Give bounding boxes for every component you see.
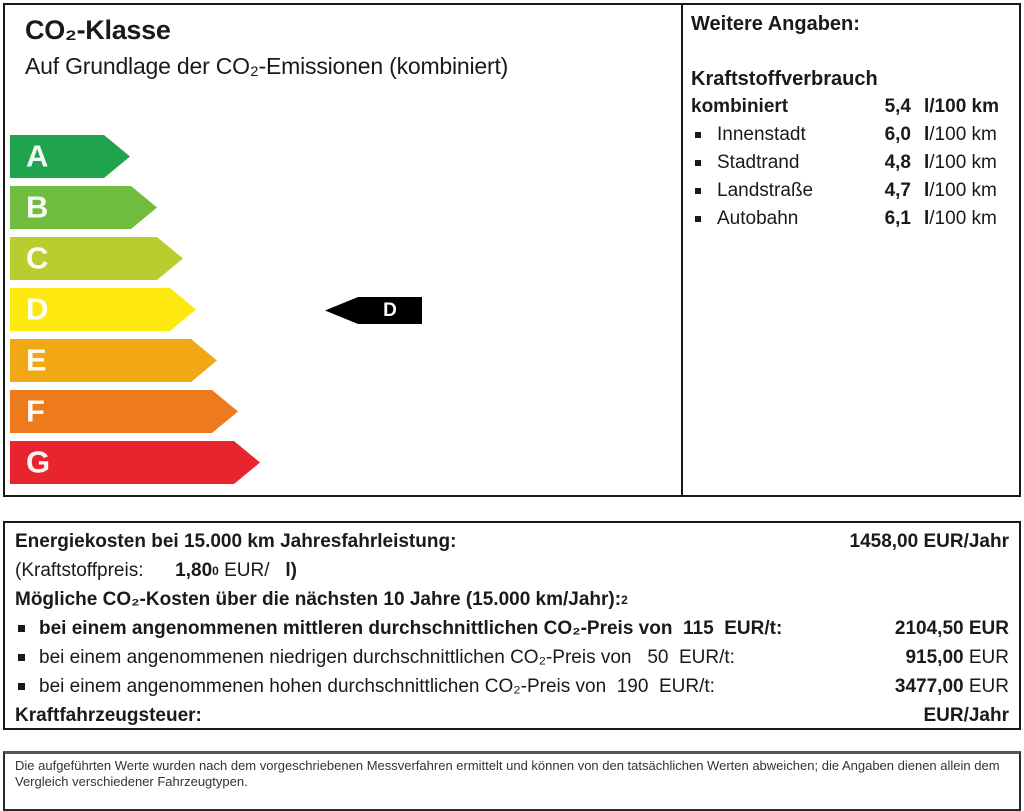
consumption-row: kombiniert 5,4 l/100 km <box>691 93 1011 121</box>
co2-costs-heading: Mögliche CO₂-Kosten über die nächsten 10… <box>15 588 622 610</box>
co2-cost-item: bei einem angenommenen hohen durchschnit… <box>15 672 1009 701</box>
consumption-unit: l/100 km <box>911 152 1011 174</box>
vehicle-tax-value: EUR/Jahr <box>923 704 1009 726</box>
class-bar-letter: D <box>26 290 49 326</box>
co2-label-box: CO₂-Klasse Auf Grundlage der CO₂-Emissio… <box>3 3 1021 497</box>
unit-litre: l <box>924 180 930 201</box>
co2-cost-amount: 915,00 <box>905 646 964 668</box>
bullet-icon <box>691 160 717 166</box>
vehicle-tax-label: Kraftfahrzeugsteuer: <box>15 704 202 726</box>
co2-cost-text: bei einem angenommenen niedrigen durchsc… <box>39 646 735 668</box>
consumption-label: Landstraße <box>717 180 814 201</box>
unit-rest: /100 km <box>929 124 997 145</box>
energy-costs-box: Energiekosten bei 15.000 km Jahresfahrle… <box>3 521 1021 730</box>
bullet-icon <box>691 216 717 222</box>
bullet-icon <box>18 654 25 661</box>
consumption-row: Autobahn 6,1 l/100 km <box>691 205 1011 233</box>
unit-rest: /100 km <box>929 208 997 229</box>
co2-cost-currency: EUR <box>963 646 1009 668</box>
unit-litre: l <box>924 96 930 117</box>
vehicle-tax-row: Kraftfahrzeugsteuer: EUR/Jahr <box>15 701 1009 730</box>
vehicle-rating-arrow: D <box>325 297 422 324</box>
consumption-label: Stadtrand <box>717 152 800 173</box>
vehicle-rating-letter: D <box>383 300 397 321</box>
consumption-row: Stadtrand 4,8 l/100 km <box>691 149 1011 177</box>
consumption-value: 5,4 <box>884 96 911 117</box>
consumption-unit: l/100 km <box>911 180 1011 202</box>
class-bar-letter: B <box>26 188 49 224</box>
class-bar-a: A <box>10 135 130 178</box>
fuel-price-value: 1,80 <box>175 559 213 581</box>
class-bar-letter: E <box>26 341 47 377</box>
consumption-unit: l/100 km <box>911 208 1011 230</box>
co2-cost-item: bei einem angenommenen niedrigen durchsc… <box>15 643 1009 672</box>
co2-cost-amount: 3477,00 <box>894 675 964 697</box>
class-bar-b: B <box>10 186 157 229</box>
page-title: CO₂-Klasse <box>25 15 171 45</box>
fuel-price-currency: EUR/ <box>218 559 286 581</box>
co2-cost-amount: 2104,50 <box>894 617 964 639</box>
unit-rest: /100 km <box>929 180 997 201</box>
class-bar-c: C <box>10 237 183 280</box>
unit-litre: l <box>924 152 930 173</box>
consumption-label: Innenstadt <box>717 124 806 145</box>
class-bar-letter: A <box>26 137 49 173</box>
unit-litre: l <box>924 208 930 229</box>
energy-costs-value: 1458,00 EUR/Jahr <box>849 530 1010 552</box>
fuel-price-row: (Kraftstoffpreis: 1,80 0 EUR/ l) <box>15 559 297 581</box>
details-heading: Weitere Angaben: <box>691 13 860 35</box>
footnote-box: Die aufgeführten Werte wurden nach dem v… <box>3 751 1021 811</box>
consumption-unit: l/100 km <box>911 96 1011 118</box>
unit-rest: /100 km <box>929 96 1000 117</box>
fuel-price-prefix: (Kraftstoffpreis: <box>15 559 176 581</box>
page-subtitle: Auf Grundlage der CO₂-Emissionen (kombin… <box>25 53 509 79</box>
consumption-value: 4,7 <box>884 180 911 201</box>
consumption-value: 4,8 <box>884 152 911 173</box>
co2-cost-text: bei einem angenommenen mittleren durchsc… <box>39 617 783 639</box>
consumption-value: 6,1 <box>884 208 911 229</box>
energy-costs-row: Energiekosten bei 15.000 km Jahresfahrle… <box>15 527 1009 556</box>
consumption-row: Landstraße 4,7 l/100 km <box>691 177 1011 205</box>
unit-rest: /100 km <box>929 152 997 173</box>
further-details-panel: Weitere Angaben: Kraftstoffverbrauch kom… <box>681 5 1019 495</box>
co2-cost-currency: EUR <box>963 617 1009 639</box>
class-bar-e: E <box>10 339 217 382</box>
consumption-value: 6,0 <box>884 124 911 145</box>
co2-class-panel: CO₂-Klasse Auf Grundlage der CO₂-Emissio… <box>5 5 681 495</box>
co2-cost-currency: EUR <box>963 675 1009 697</box>
consumption-heading: Kraftstoffverbrauch <box>691 68 878 90</box>
consumption-unit: l/100 km <box>911 124 1011 146</box>
footnote-clipped-text: Die aufgeführten Werte wurden nach dem v… <box>15 758 1000 789</box>
unit-litre: l <box>924 124 930 145</box>
class-bar-letter: F <box>26 392 45 428</box>
consumption-label: kombiniert <box>691 96 789 117</box>
bullet-icon <box>691 132 717 138</box>
co2-costs-heading-row: Mögliche CO₂-Kosten über die nächsten 10… <box>15 588 628 610</box>
class-bar-letter: C <box>26 239 49 275</box>
co2-cost-item: bei einem angenommenen mittleren durchsc… <box>15 614 1009 643</box>
consumption-row: Innenstadt 6,0 l/100 km <box>691 121 1011 149</box>
bullet-icon <box>18 625 25 632</box>
bullet-icon <box>18 683 25 690</box>
class-bar-letter: G <box>26 443 51 479</box>
consumption-label: Autobahn <box>717 208 799 229</box>
fuel-price-unit: l) <box>285 559 297 581</box>
class-bar-f: F <box>10 390 238 433</box>
bullet-icon <box>691 188 717 194</box>
class-bar-d: D <box>10 288 196 331</box>
co2-cost-text: bei einem angenommenen hohen durchschnit… <box>39 675 715 697</box>
class-bar-g: G <box>10 441 260 484</box>
energy-costs-label: Energiekosten bei 15.000 km Jahresfahrle… <box>15 530 457 552</box>
efficiency-class-bars: A B C D E F G <box>10 135 260 492</box>
